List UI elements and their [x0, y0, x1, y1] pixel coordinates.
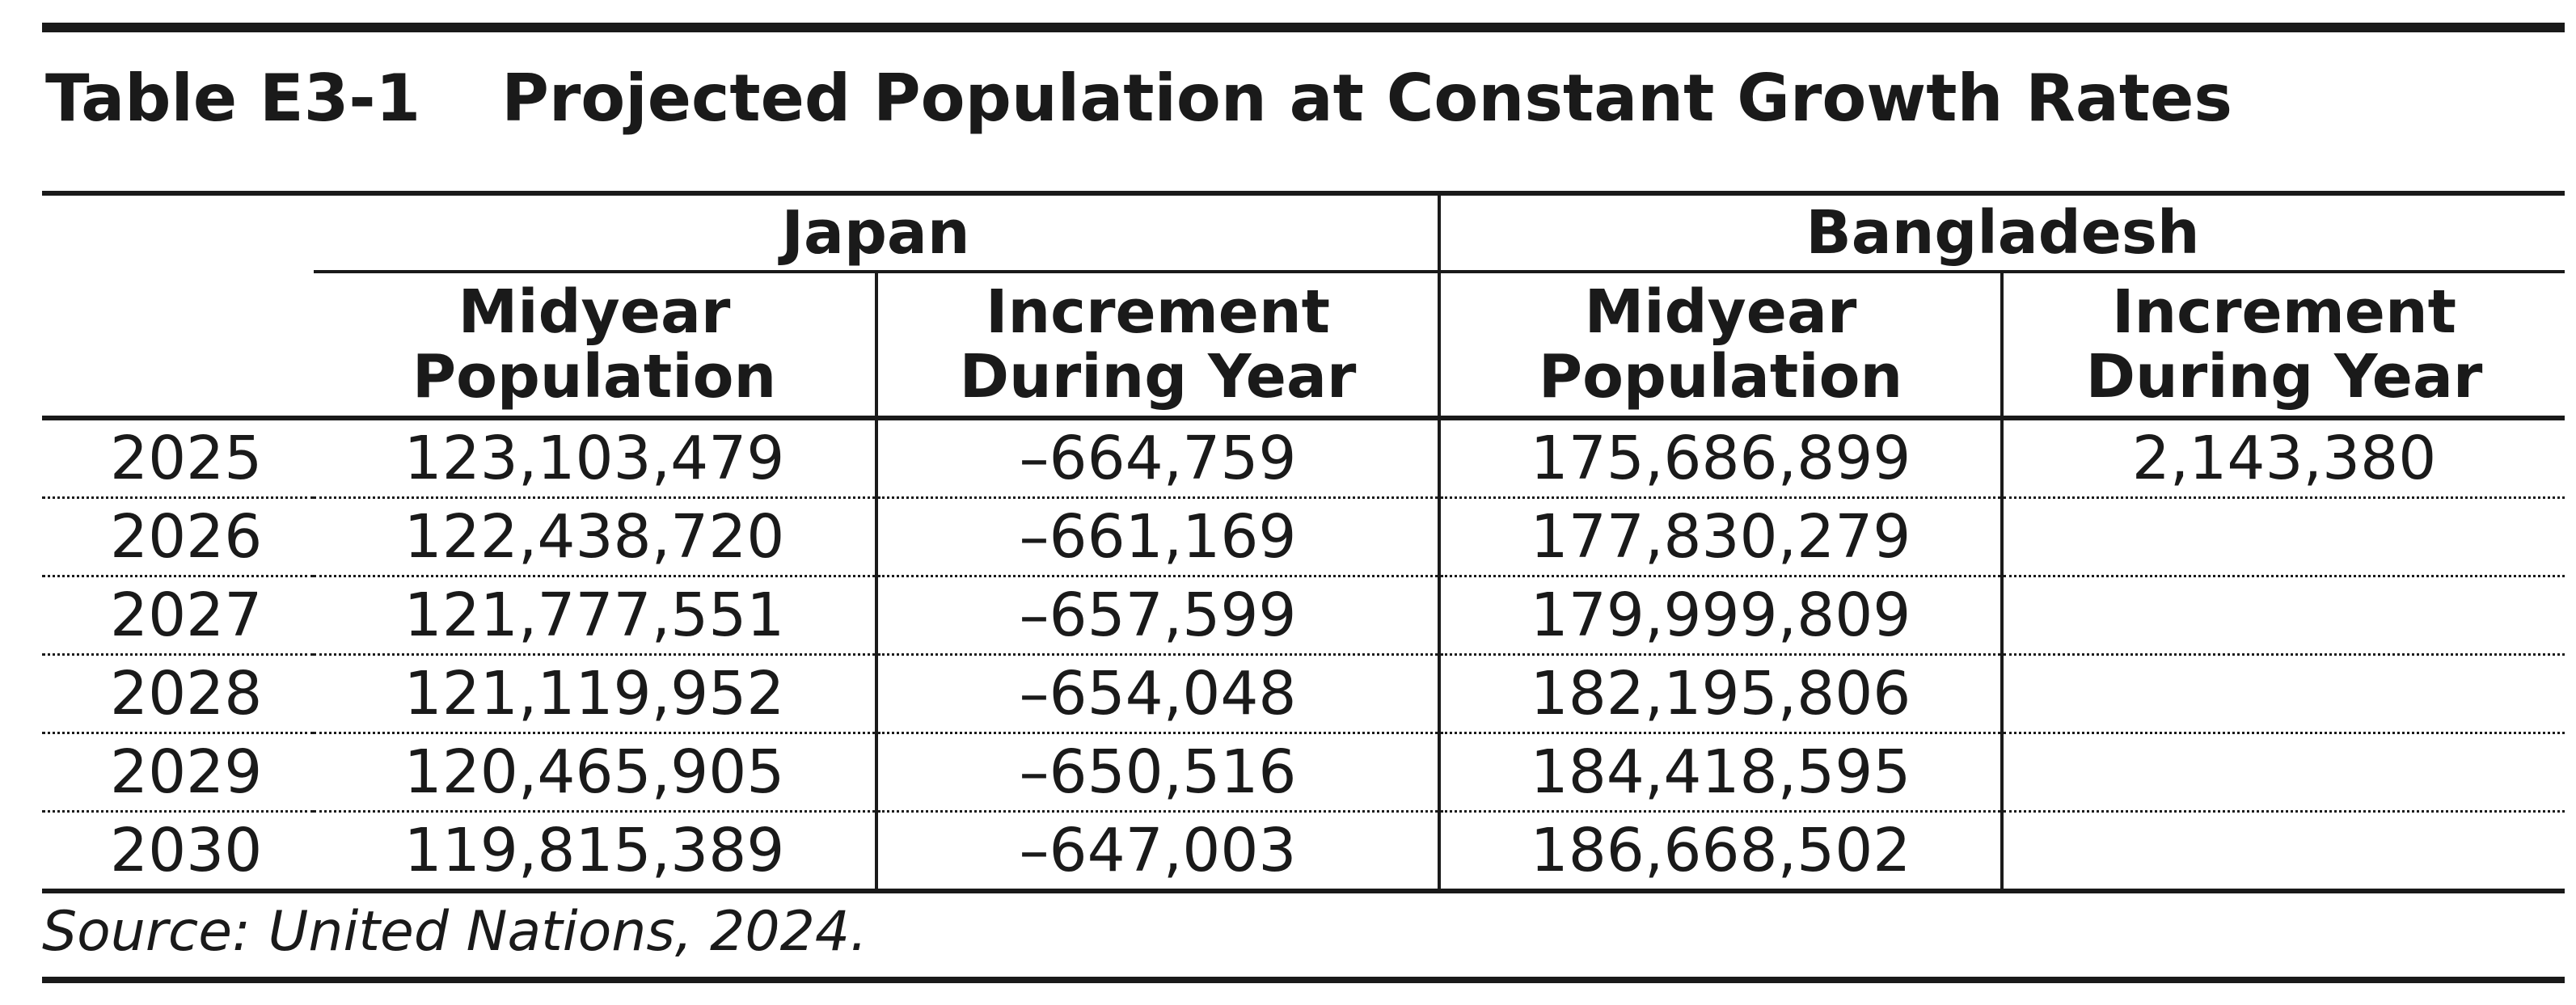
country-header-row: Japan Bangladesh: [42, 191, 2565, 273]
column-header-line: Population: [412, 342, 777, 412]
japan-increment-cell: –657,599: [875, 576, 1439, 656]
table-row: 2028 121,119,952 –654,048 182,195,806: [42, 654, 2565, 734]
table-row: 2030 119,815,389 –647,003 186,668,502: [42, 811, 2565, 893]
population-table: Japan Bangladesh Midyear Population Incr…: [42, 191, 2565, 893]
table-label: Table E3-1: [45, 61, 421, 136]
table-row: 2026 122,438,720 –661,169 177,830,279: [42, 497, 2565, 577]
bangladesh-population-cell: 186,668,502: [1438, 811, 2002, 893]
year-cell: 2027: [42, 576, 314, 656]
bangladesh-population-cell: 179,999,809: [1438, 576, 2002, 656]
column-header-bangladesh-increment: Increment During Year: [2000, 272, 2565, 420]
column-header-japan-population: Midyear Population: [314, 272, 876, 420]
table-title-text: Projected Population at Constant Growth …: [501, 61, 2232, 136]
country-header-japan: Japan: [314, 191, 1439, 273]
table-title: Table E3-1 Projected Population at Consta…: [45, 58, 2232, 139]
column-header-row: Midyear Population Increment During Year…: [42, 272, 2565, 420]
column-header-line: Midyear: [1584, 277, 1857, 347]
japan-population-cell: 121,119,952: [314, 654, 876, 734]
table-row: 2029 120,465,905 –650,516 184,418,595: [42, 733, 2565, 813]
bangladesh-increment-cell: [2000, 733, 2565, 813]
bangladesh-population-cell: 182,195,806: [1438, 654, 2002, 734]
japan-increment-cell: –654,048: [875, 654, 1439, 734]
year-cell: 2026: [42, 497, 314, 577]
bangladesh-population-cell: 175,686,899: [1438, 418, 2002, 499]
bangladesh-increment-cell: [2000, 811, 2565, 893]
column-header-bangladesh-population: Midyear Population: [1438, 272, 2002, 420]
bangladesh-increment-cell: 2,143,380: [2000, 418, 2565, 499]
year-header-blank: [42, 191, 314, 272]
column-header-line: Midyear: [458, 277, 731, 347]
column-header-line: Population: [1538, 342, 1903, 412]
japan-increment-cell: –650,516: [875, 733, 1439, 813]
japan-increment-cell: –661,169: [875, 497, 1439, 577]
column-header-line: Increment: [2111, 277, 2457, 347]
table-row: 2025 123,103,479 –664,759 175,686,899 2,…: [42, 418, 2565, 499]
bangladesh-increment-cell: [2000, 654, 2565, 734]
japan-population-cell: 121,777,551: [314, 576, 876, 656]
bangladesh-increment-cell: [2000, 576, 2565, 656]
table-row: 2027 121,777,551 –657,599 179,999,809: [42, 576, 2565, 656]
japan-population-cell: 123,103,479: [314, 418, 876, 499]
year-subheader-blank: [42, 272, 314, 420]
japan-increment-cell: –664,759: [875, 418, 1439, 499]
column-header-line: During Year: [959, 342, 1357, 412]
japan-population-cell: 122,438,720: [314, 497, 876, 577]
column-header-japan-increment: Increment During Year: [875, 272, 1439, 420]
bottom-rule: [42, 977, 2565, 983]
column-header-line: During Year: [2085, 342, 2483, 412]
japan-increment-cell: –647,003: [875, 811, 1439, 893]
year-cell: 2028: [42, 654, 314, 734]
bangladesh-increment-cell: [2000, 497, 2565, 577]
bangladesh-population-cell: 184,418,595: [1438, 733, 2002, 813]
japan-population-cell: 120,465,905: [314, 733, 876, 813]
year-cell: 2029: [42, 733, 314, 813]
column-header-line: Increment: [985, 277, 1331, 347]
year-cell: 2025: [42, 418, 314, 499]
top-rule: [42, 23, 2565, 32]
bangladesh-population-cell: 177,830,279: [1438, 497, 2002, 577]
year-cell: 2030: [42, 811, 314, 893]
japan-population-cell: 119,815,389: [314, 811, 876, 893]
source-note: Source: United Nations, 2024.: [42, 900, 868, 964]
country-header-bangladesh: Bangladesh: [1438, 191, 2565, 273]
